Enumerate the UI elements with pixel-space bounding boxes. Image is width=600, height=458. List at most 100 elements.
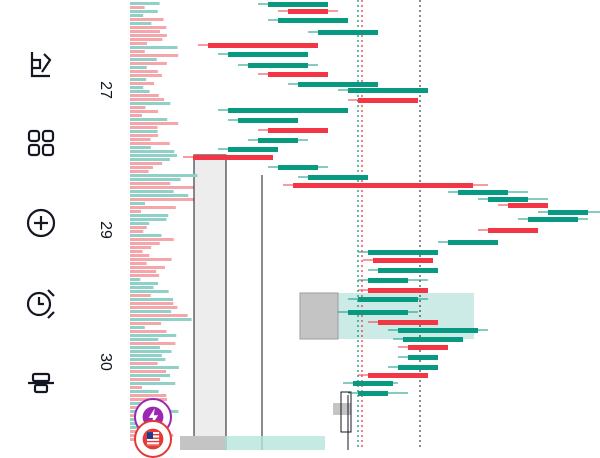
pattern-tool-button[interactable]: [18, 42, 64, 88]
alert-button[interactable]: [18, 280, 64, 326]
volume-profile-bar: [130, 294, 151, 297]
candle-body: [268, 2, 328, 7]
candle-body: [193, 155, 273, 160]
candle-body: [358, 98, 418, 103]
candle-body: [488, 197, 528, 202]
volume-profile-bar: [130, 374, 171, 377]
volume-profile-bar: [130, 386, 143, 389]
volume-profile-bar: [130, 138, 151, 141]
candle-body: [248, 63, 308, 68]
layouts-grid-icon: [27, 129, 55, 157]
candle-body: [488, 228, 538, 233]
axis-tick-label: 30: [97, 353, 114, 371]
candle-body: [508, 203, 548, 208]
pattern-tool-icon: [30, 52, 52, 78]
chart-area[interactable]: [128, 0, 600, 450]
volume-profile-bar: [130, 326, 145, 329]
volume-profile-bar: [130, 50, 145, 53]
volume-profile-bar: [130, 62, 167, 65]
add-button[interactable]: [18, 200, 64, 246]
volume-profile-bar: [130, 266, 165, 269]
volume-profile-bar: [130, 202, 146, 205]
drawing-toolbar: [0, 0, 82, 450]
candle-body: [368, 250, 438, 255]
volume-profile-bar: [130, 2, 160, 5]
country-flag-badge[interactable]: [134, 420, 172, 458]
candle-body: [278, 165, 318, 170]
candle-body: [378, 320, 438, 325]
candle-body: [528, 217, 578, 222]
volume-profile-bar: [130, 198, 194, 201]
volume-profile-bar: [130, 102, 171, 105]
candle-body: [228, 52, 308, 57]
layouts-button[interactable]: [18, 120, 64, 166]
volume-profile-bar: [130, 126, 158, 129]
volume-profile-bar: [130, 370, 167, 373]
volume-profile-bar: [130, 334, 177, 337]
candle-body: [353, 381, 393, 386]
candle-body: [448, 240, 498, 245]
axis-tick-label: 29: [97, 221, 114, 239]
candle-body: [368, 373, 428, 378]
volume-profile-bar: [130, 222, 150, 225]
volume-profile-bar: [130, 350, 172, 353]
volume-profile-bar: [130, 314, 188, 317]
volume-profile-bar: [130, 234, 162, 237]
candle-body: [268, 128, 328, 133]
candle-body: [358, 297, 418, 302]
axis-tick-label: 27: [97, 81, 114, 99]
stop-zone: [180, 436, 225, 450]
volume-profile-bar: [130, 238, 174, 241]
volume-profile-bar: [130, 54, 179, 57]
volume-profile-bar: [130, 354, 162, 357]
volume-profile-bar: [130, 6, 145, 9]
candle-body: [403, 337, 463, 342]
candle-body: [373, 258, 433, 263]
volume-profile-bar: [130, 258, 172, 261]
volume-profile-bar: [130, 358, 166, 361]
candle-body: [298, 82, 378, 87]
alert-clock-icon: [26, 289, 55, 319]
volume-profile-bar: [130, 182, 171, 185]
volume-profile-bar: [130, 82, 155, 85]
candlestick-chart[interactable]: [128, 0, 600, 450]
volume-profile-bar: [130, 366, 179, 369]
volume-profile-bar: [130, 218, 167, 221]
volume-profile-bar: [130, 254, 150, 257]
volume-profile-bar: [130, 74, 162, 77]
volume-profile-bar: [130, 362, 158, 365]
volume-profile-bar: [130, 278, 141, 281]
volume-profile-bar: [130, 230, 144, 233]
candle-body: [293, 183, 473, 188]
volume-profile-bar: [130, 130, 158, 133]
candle-body: [348, 310, 408, 315]
volume-profile-bar: [130, 42, 148, 45]
volume-profile-bar: [130, 194, 189, 197]
volume-profile-bar: [130, 18, 164, 21]
volume-profile-bar: [130, 322, 162, 325]
volume-profile-bar: [130, 338, 159, 341]
candle-body: [308, 175, 368, 180]
align-tool-button[interactable]: [18, 360, 64, 406]
volume-profile-bar: [130, 86, 144, 89]
volume-profile-bar: [130, 306, 178, 309]
candle-body: [548, 210, 588, 215]
price-axis[interactable]: 27 29 30: [82, 0, 128, 450]
volume-profile-bar: [130, 78, 147, 81]
volume-profile-bar: [130, 382, 176, 385]
volume-profile-bar: [130, 390, 159, 393]
volume-profile-bar: [130, 10, 158, 13]
volume-profile-bar: [130, 210, 141, 213]
volume-profile-bar: [130, 34, 167, 37]
volume-profile-bar: [130, 290, 169, 293]
volume-profile-bar: [130, 118, 168, 121]
volume-profile-bar: [130, 98, 165, 101]
volume-profile-bar: [130, 166, 153, 169]
volume-profile-bar: [130, 286, 154, 289]
volume-profile-bar: [130, 226, 147, 229]
range-zone: [193, 154, 227, 450]
volume-profile-bar: [130, 70, 158, 73]
volume-profile-bar: [130, 394, 167, 397]
volume-profile-bar: [130, 162, 163, 165]
volume-profile-bar: [130, 158, 170, 161]
